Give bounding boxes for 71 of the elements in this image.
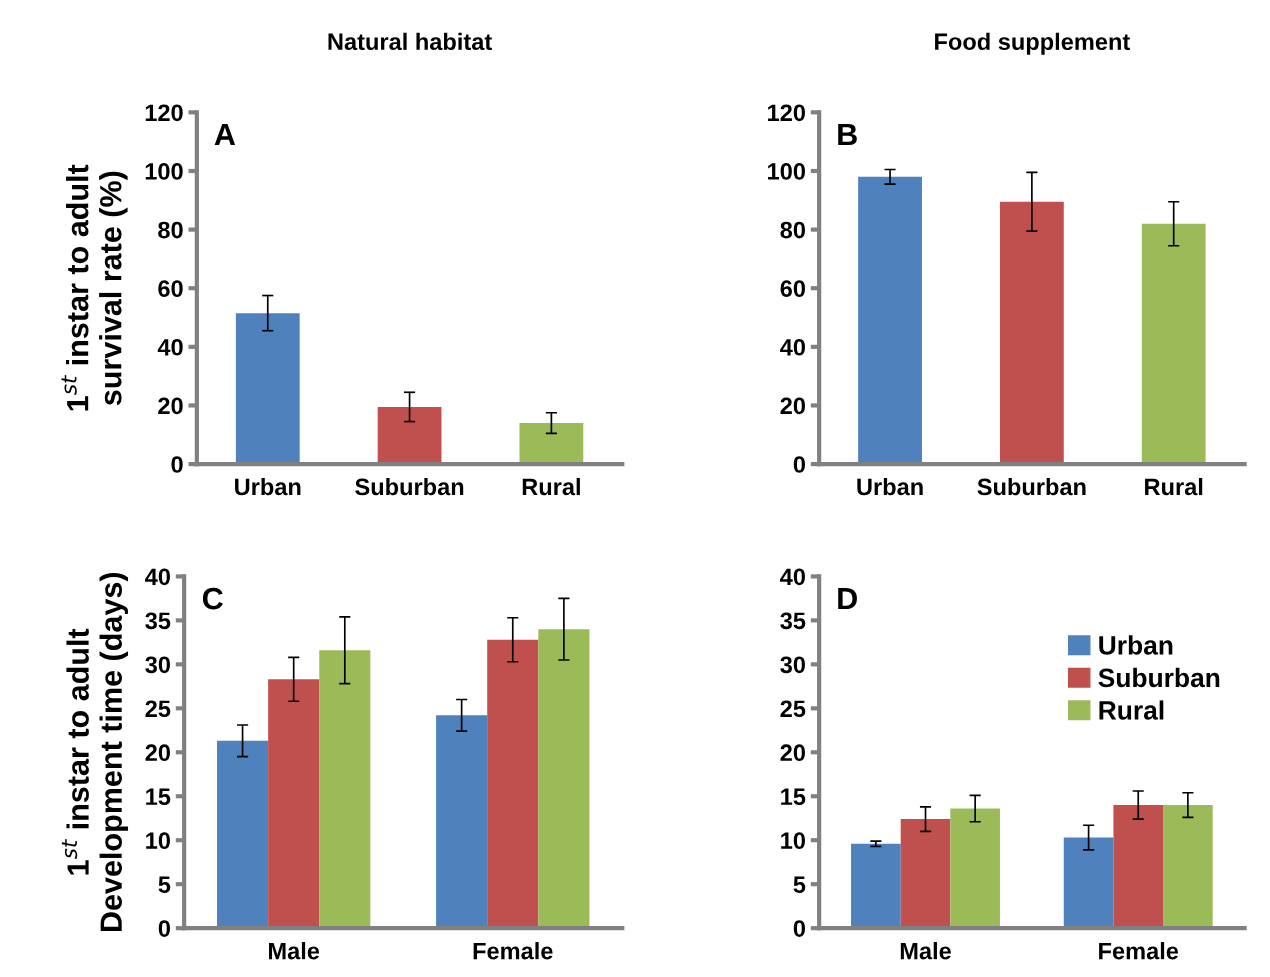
y-tick-label: 15	[146, 788, 171, 806]
bar	[900, 819, 951, 929]
x-tick-label: Male	[269, 942, 320, 960]
y-tick-label: 20	[145, 744, 170, 762]
y-tick-label: 40	[780, 568, 805, 586]
bar	[217, 740, 269, 929]
bar	[999, 201, 1064, 465]
y-tick-label: 20	[780, 397, 805, 415]
y-tick-label: 80	[780, 221, 805, 239]
x-tick-label: Rural	[1145, 477, 1203, 496]
bar	[1163, 805, 1213, 929]
y-axis-title: 1$^{st}$ instar to adult survival rate (%)	[61, 164, 128, 411]
y-tick-label: 0	[171, 456, 183, 473]
bar	[268, 679, 320, 929]
y-tick-label: 15	[781, 788, 806, 806]
bar	[319, 650, 371, 929]
x-tick-label: Urban	[235, 477, 301, 496]
y-tick-label: 30	[780, 656, 805, 674]
annotation: D	[838, 588, 857, 610]
y-tick-label: 25	[780, 700, 806, 718]
bar	[858, 176, 922, 465]
y-tick-label: 10	[146, 832, 170, 850]
y-axis-title: 1$^{st}$ instar to adult Development time (days)	[61, 572, 129, 932]
legend-label: Rural	[1099, 700, 1164, 720]
y-tick-label: 40	[157, 338, 183, 356]
y-tick-label: 100	[768, 163, 805, 180]
y-tick-label: 40	[780, 338, 805, 356]
y-tick-label: 0	[158, 920, 170, 937]
chart-title: Food supplement	[935, 32, 1130, 55]
x-tick-label: Suburban	[355, 477, 464, 496]
y-tick-label: 30	[145, 656, 170, 674]
bar	[519, 423, 584, 465]
y-tick-label: 120	[145, 104, 183, 122]
bar	[235, 313, 300, 465]
bar	[1063, 837, 1114, 929]
legend-label: Suburban	[1098, 667, 1220, 688]
y-tick-label: 20	[780, 744, 805, 762]
y-tick-label: 5	[158, 876, 171, 893]
y-tick-label: 60	[158, 280, 183, 297]
bar	[851, 843, 901, 929]
chart-title: Natural habitat	[328, 32, 492, 51]
y-tick-label: 25	[145, 700, 171, 718]
y-tick-label: 35	[145, 612, 171, 630]
y-tick-label: 35	[780, 612, 806, 630]
x-tick-label: Female	[1099, 942, 1179, 960]
bar	[950, 808, 1000, 929]
y-tick-label: 100	[145, 163, 183, 180]
x-tick-label: Urban	[857, 477, 923, 496]
y-tick-label: 60	[780, 280, 805, 297]
bar	[436, 715, 488, 929]
x-tick-label: Rural	[522, 477, 580, 496]
x-tick-label: Female	[473, 942, 553, 960]
annotation: C	[202, 587, 223, 610]
bar	[1113, 805, 1164, 929]
y-tick-label: 0	[793, 456, 805, 473]
legend-label: Urban	[1099, 635, 1173, 655]
x-tick-label: Suburban	[977, 477, 1086, 496]
bar	[377, 406, 442, 465]
y-tick-label: 0	[793, 920, 805, 937]
y-tick-label: 80	[158, 221, 183, 239]
y-tick-label: 5	[793, 876, 806, 893]
x-tick-label: Male	[900, 942, 951, 960]
annotation: A	[214, 124, 236, 146]
y-tick-label: 20	[158, 397, 183, 415]
bar	[1141, 223, 1206, 465]
y-tick-label: 120	[768, 104, 805, 122]
bar	[538, 629, 590, 929]
y-tick-label: 10	[781, 832, 805, 850]
bar	[487, 639, 539, 929]
y-tick-label: 40	[145, 568, 170, 586]
annotation: B	[838, 124, 857, 146]
